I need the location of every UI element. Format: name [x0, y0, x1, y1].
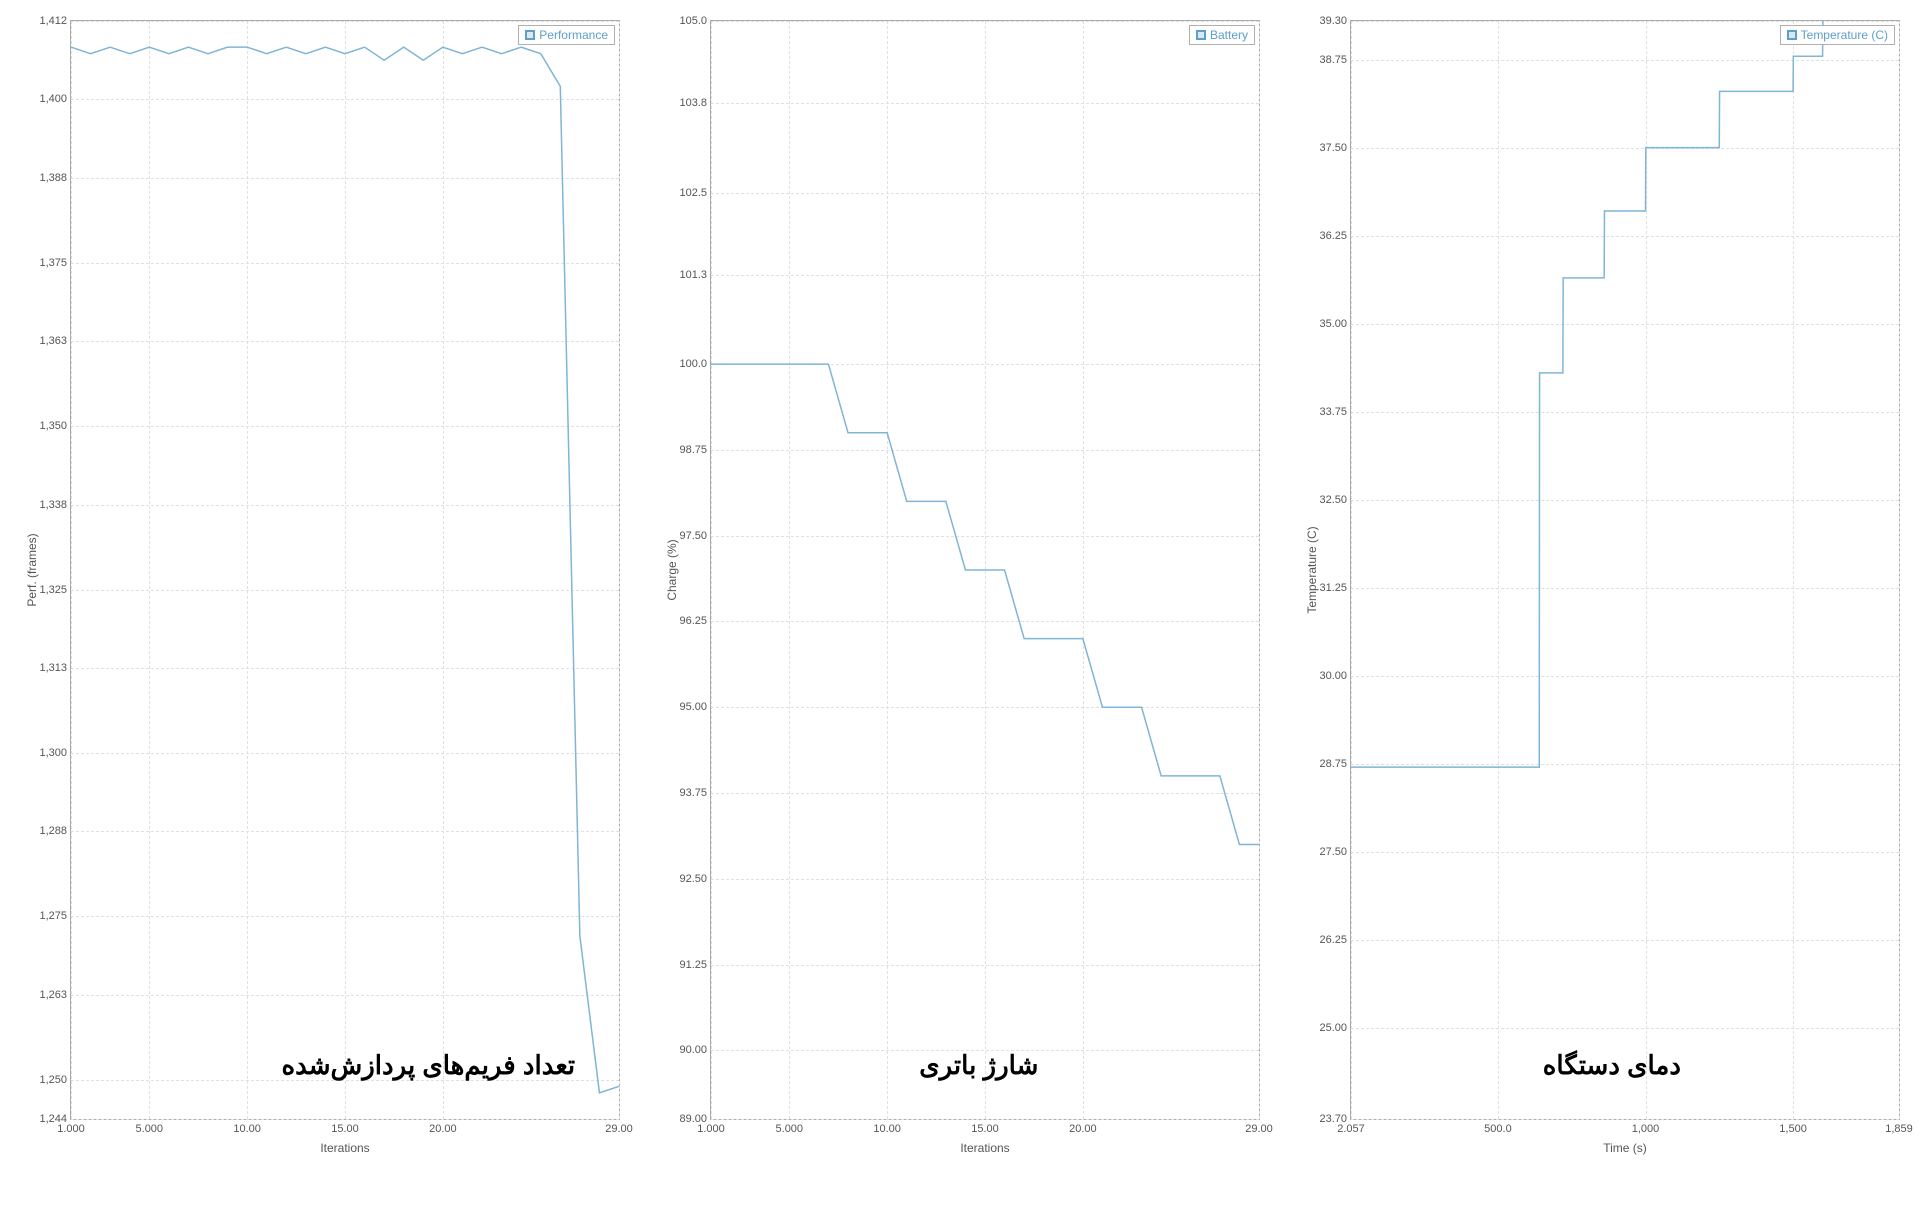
y-tick-label: 1,400 — [39, 93, 71, 105]
y-tick-label: 27.50 — [1319, 846, 1351, 858]
x-tick-label: 10.00 — [233, 1119, 261, 1135]
x-tick-label: 15.00 — [331, 1119, 359, 1135]
x-tick-label: 29.00 — [605, 1119, 633, 1135]
data-line — [71, 47, 619, 1093]
data-line — [711, 364, 1259, 844]
y-tick-label: 1,250 — [39, 1074, 71, 1086]
legend-performance: Performance — [518, 25, 615, 45]
x-tick-label: 1.000 — [697, 1119, 725, 1135]
y-tick-label: 1,313 — [39, 662, 71, 674]
legend-label: Battery — [1210, 28, 1248, 42]
y-tick-label: 92.50 — [679, 873, 711, 885]
y-tick-label: 1,325 — [39, 584, 71, 596]
x-tick-label: 20.00 — [429, 1119, 457, 1135]
y-axis-label: Charge (%) — [665, 539, 679, 600]
y-tick-label: 1,338 — [39, 499, 71, 511]
data-line — [1351, 21, 1823, 767]
x-tick-label: 5.000 — [776, 1119, 804, 1135]
legend-marker-icon — [1787, 30, 1797, 40]
y-tick-label: 1,412 — [39, 15, 71, 27]
x-tick-label: 15.00 — [971, 1119, 999, 1135]
y-tick-label: 97.50 — [679, 530, 711, 542]
y-tick-label: 1,363 — [39, 335, 71, 347]
charts-container: Performance تعداد فریم‌های پردازش‌شده 1,… — [20, 20, 1900, 1120]
caption-temperature: دمای دستگاه — [1543, 1050, 1681, 1081]
caption-performance: تعداد فریم‌های پردازش‌شده — [281, 1050, 575, 1081]
y-tick-label: 38.75 — [1319, 54, 1351, 66]
plot-svg — [1351, 21, 1899, 1119]
y-tick-label: 1,275 — [39, 910, 71, 922]
y-tick-label: 36.25 — [1319, 230, 1351, 242]
x-tick-label: 1,859 — [1885, 1119, 1913, 1135]
plot-svg — [711, 21, 1259, 1119]
y-tick-label: 1,300 — [39, 747, 71, 759]
x-tick-label: 20.00 — [1069, 1119, 1097, 1135]
y-tick-label: 30.00 — [1319, 670, 1351, 682]
chart-panel-performance: Performance تعداد فریم‌های پردازش‌شده 1,… — [70, 20, 620, 1120]
y-tick-label: 1,288 — [39, 825, 71, 837]
x-tick-label: 10.00 — [873, 1119, 901, 1135]
y-tick-label: 1,388 — [39, 172, 71, 184]
y-tick-label: 32.50 — [1319, 494, 1351, 506]
y-tick-label: 37.50 — [1319, 142, 1351, 154]
chart-panel-temperature: Temperature (C) دمای دستگاه 23.7025.0026… — [1350, 20, 1900, 1120]
y-tick-label: 100.0 — [679, 358, 711, 370]
x-tick-label: 1,500 — [1779, 1119, 1807, 1135]
y-tick-label: 28.75 — [1319, 758, 1351, 770]
legend-marker-icon — [1196, 30, 1206, 40]
y-tick-label: 1,263 — [39, 989, 71, 1001]
grid-line-v — [1899, 21, 1900, 1119]
y-tick-label: 98.75 — [679, 444, 711, 456]
y-tick-label: 90.00 — [679, 1044, 711, 1056]
y-tick-label: 25.00 — [1319, 1022, 1351, 1034]
chart-panel-battery: Battery شارژ باتری 89.0090.0091.2592.509… — [710, 20, 1260, 1120]
x-tick-label: 2.057 — [1337, 1119, 1365, 1135]
y-tick-label: 31.25 — [1319, 582, 1351, 594]
chart-area-battery: Battery شارژ باتری 89.0090.0091.2592.509… — [710, 20, 1260, 1120]
x-tick-label: 5.000 — [136, 1119, 164, 1135]
legend-label: Temperature (C) — [1801, 28, 1888, 42]
y-tick-label: 96.25 — [679, 615, 711, 627]
y-tick-label: 93.75 — [679, 787, 711, 799]
x-axis-label: Iterations — [960, 1141, 1009, 1155]
plot-svg — [71, 21, 619, 1119]
chart-area-performance: Performance تعداد فریم‌های پردازش‌شده 1,… — [70, 20, 620, 1120]
y-tick-label: 33.75 — [1319, 406, 1351, 418]
y-tick-label: 26.25 — [1319, 934, 1351, 946]
y-axis-label: Temperature (C) — [1305, 526, 1319, 613]
legend-temperature: Temperature (C) — [1780, 25, 1895, 45]
y-tick-label: 101.3 — [679, 269, 711, 281]
grid-line-v — [1259, 21, 1260, 1119]
grid-line-v — [619, 21, 620, 1119]
x-tick-label: 29.00 — [1245, 1119, 1273, 1135]
y-axis-label: Perf. (frames) — [25, 533, 39, 606]
x-axis-label: Time (s) — [1603, 1141, 1647, 1155]
caption-battery: شارژ باتری — [919, 1050, 1038, 1081]
y-tick-label: 1,375 — [39, 257, 71, 269]
grid-line-h — [1351, 1119, 1899, 1120]
x-tick-label: 1.000 — [57, 1119, 85, 1135]
y-tick-label: 95.00 — [679, 701, 711, 713]
y-tick-label: 35.00 — [1319, 318, 1351, 330]
y-tick-label: 102.5 — [679, 187, 711, 199]
x-axis-label: Iterations — [320, 1141, 369, 1155]
chart-area-temperature: Temperature (C) دمای دستگاه 23.7025.0026… — [1350, 20, 1900, 1120]
legend-marker-icon — [525, 30, 535, 40]
legend-label: Performance — [539, 28, 608, 42]
y-tick-label: 1,350 — [39, 420, 71, 432]
x-tick-label: 500.0 — [1484, 1119, 1512, 1135]
legend-battery: Battery — [1189, 25, 1255, 45]
y-tick-label: 103.8 — [679, 97, 711, 109]
x-tick-label: 1,000 — [1632, 1119, 1660, 1135]
y-tick-label: 91.25 — [679, 959, 711, 971]
y-tick-label: 39.30 — [1319, 15, 1351, 27]
y-tick-label: 105.0 — [679, 15, 711, 27]
